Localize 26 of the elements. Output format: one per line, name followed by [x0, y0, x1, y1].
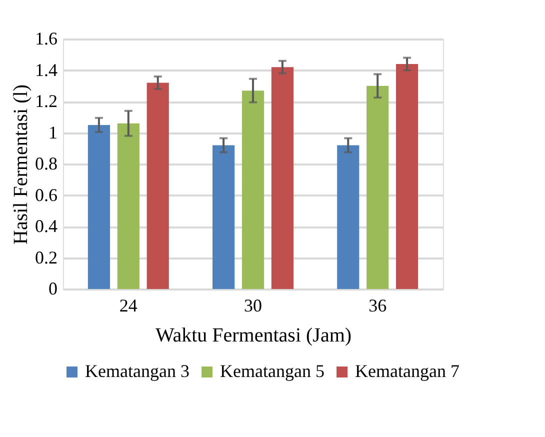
bar: [242, 90, 264, 289]
y-tick-label: 1.4: [35, 60, 58, 80]
y-tick-label: 0.2: [35, 247, 58, 268]
bar: [271, 67, 294, 289]
y-tick-label: 1.2: [35, 91, 58, 111]
legend-label: Kematangan 7: [355, 361, 460, 381]
bar: [146, 82, 169, 289]
bar: [212, 145, 235, 289]
bar: [117, 123, 140, 289]
y-tick-label: 1.6: [35, 28, 58, 48]
x-tick-label: 30: [244, 296, 262, 316]
x-axis-title: Waktu Fermentasi (Jam): [155, 324, 352, 346]
y-tick-label: 1: [48, 122, 58, 142]
y-tick-label: 0: [48, 278, 58, 298]
legend-label: Kematangan 5: [220, 361, 324, 381]
legend-label: Kematangan 3: [85, 361, 190, 381]
bar: [88, 124, 110, 289]
x-tick-label: 24: [119, 296, 138, 316]
y-tick-label: 0.6: [35, 184, 58, 205]
y-axis-title: Hasil Fermentasi (l): [10, 84, 32, 244]
y-tick-label: 0.8: [35, 154, 58, 174]
y-tick-label: 0.4: [35, 216, 58, 236]
bar: [396, 64, 418, 289]
x-tick-label: 36: [368, 296, 387, 316]
bar: [366, 86, 389, 289]
bar: [337, 145, 360, 289]
